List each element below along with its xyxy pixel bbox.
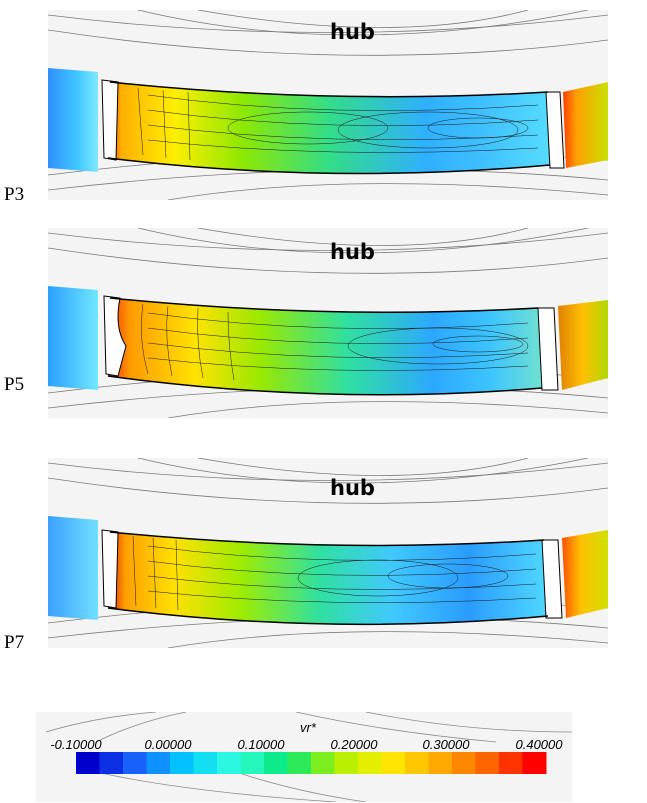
colorbar-swatch <box>217 752 241 774</box>
tick-label: 0.30000 <box>422 737 470 752</box>
colorbar-title: vr* <box>300 720 316 735</box>
hub-label-p3: hub <box>330 20 375 44</box>
colorbar-swatch <box>146 752 171 774</box>
colorbar-swatch <box>381 752 406 774</box>
colorbar-swatch <box>334 752 359 774</box>
tick-label: 0.00000 <box>144 737 192 752</box>
colorbar-swatch <box>76 752 100 774</box>
colorbar-swatches <box>76 752 547 774</box>
colorbar-swatch <box>240 752 265 774</box>
panel-p3: hub P3 <box>0 10 647 205</box>
colorbar-swatch <box>287 752 312 774</box>
contour-plot-p7 <box>48 458 608 648</box>
colorbar-swatch <box>428 752 453 774</box>
colorbar-swatch <box>123 752 147 774</box>
panel-label-p5: P5 <box>4 374 25 395</box>
tick-label: 0.10000 <box>237 737 285 752</box>
colorbar-legend: vr* -0.10000 0.00000 0.10000 0.20000 0.3… <box>36 712 572 802</box>
colorbar-swatch <box>193 752 218 774</box>
colorbar-swatch <box>170 752 194 774</box>
colorbar-swatch <box>264 752 288 774</box>
contour-plot-p5 <box>48 228 608 418</box>
colorbar <box>36 712 572 802</box>
colorbar-swatch <box>99 752 124 774</box>
colorbar-swatch <box>522 752 547 774</box>
panel-label-p7: P7 <box>4 632 25 653</box>
panel-p5: hub P5 <box>0 228 647 418</box>
colorbar-swatch <box>405 752 429 774</box>
colorbar-swatch <box>358 752 382 774</box>
tick-label: -0.10000 <box>50 737 102 752</box>
tick-label: 0.20000 <box>330 737 378 752</box>
tick-label: 0.40000 <box>515 737 563 752</box>
contour-plot-p3 <box>48 10 608 200</box>
colorbar-swatch <box>475 752 500 774</box>
hub-label-p7: hub <box>330 476 375 500</box>
panel-label-p3: P3 <box>4 184 25 205</box>
panel-p7: hub P7 <box>0 458 647 653</box>
colorbar-swatch <box>452 752 476 774</box>
colorbar-swatch <box>311 752 335 774</box>
colorbar-swatch <box>499 752 523 774</box>
hub-label-p5: hub <box>330 240 375 264</box>
